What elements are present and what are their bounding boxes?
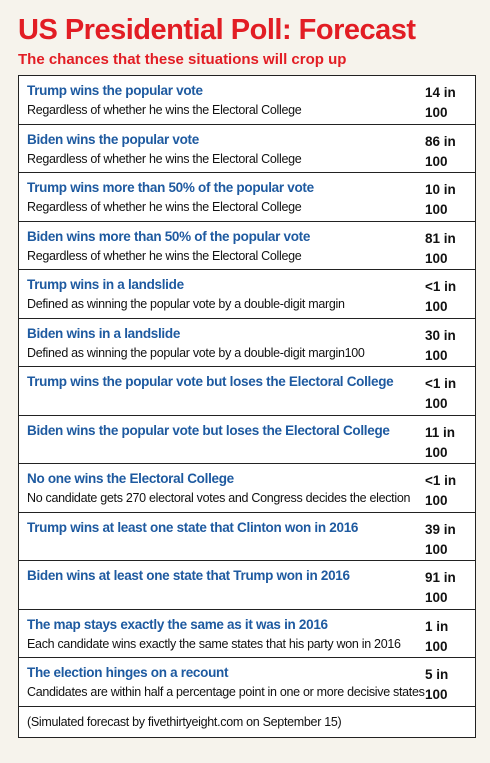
- chance-top: 81 in: [425, 230, 456, 246]
- chance-bottom: 100: [425, 444, 448, 460]
- page-subtitle: The chances that these situations will c…: [18, 51, 347, 68]
- row-chance: 30 in 100: [425, 326, 465, 366]
- chance-top: 86 in: [425, 133, 456, 149]
- chance-bottom: 100: [425, 347, 448, 363]
- row-description: Regardless of whether he wins the Electo…: [27, 200, 302, 214]
- row-chance: 14 in 100: [425, 83, 465, 123]
- row-chance: 81 in 100: [425, 229, 465, 269]
- chance-bottom: 100: [425, 202, 448, 217]
- chance-top: <1 in: [425, 473, 457, 488]
- row-description: Regardless of whether he wins the Electo…: [27, 103, 302, 117]
- row-heading: The map stays exactly the same as it was…: [27, 616, 328, 632]
- row-heading: Biden wins the popular vote: [27, 131, 199, 147]
- row-heading: Trump wins the popular vote: [27, 83, 203, 98]
- table-row: Trump wins more than 50% of the popular …: [19, 173, 475, 222]
- table-row: Biden wins in a landslide Defined as win…: [19, 319, 475, 367]
- row-chance: 5 in 100: [425, 665, 465, 705]
- chance-top: <1 in: [425, 279, 457, 294]
- row-description: Regardless of whether he wins the Electo…: [27, 151, 302, 166]
- row-heading: Trump wins the popular vote but loses th…: [27, 374, 394, 389]
- table-row: Trump wins the popular vote Regardless o…: [19, 76, 475, 125]
- chance-bottom: 100: [425, 299, 448, 314]
- row-heading: Trump wins in a landslide: [27, 277, 184, 292]
- table-row: The election hinges on a recount Candida…: [19, 658, 475, 707]
- table-row: Biden wins at least one state that Trump…: [19, 561, 475, 610]
- chance-top: 1 in: [425, 618, 449, 634]
- row-description: Defined as winning the popular vote by a…: [27, 297, 345, 311]
- row-description: Candidates are within half a percentage …: [27, 685, 425, 699]
- table-row: Biden wins more than 50% of the popular …: [19, 222, 475, 270]
- table-row: Biden wins the popular vote but loses th…: [19, 416, 475, 464]
- row-heading: The election hinges on a recount: [27, 665, 229, 680]
- row-heading: Trump wins at least one state that Clint…: [27, 519, 359, 535]
- chance-bottom: 100: [425, 493, 448, 508]
- chance-top: 91 in: [425, 570, 456, 585]
- row-chance: 1 in 100: [425, 617, 465, 657]
- row-heading: Biden wins the popular vote but loses th…: [27, 422, 390, 438]
- chance-bottom: 100: [425, 687, 448, 702]
- chance-bottom: 100: [425, 541, 448, 557]
- chance-top: 5 in: [425, 667, 449, 682]
- table-row: Trump wins at least one state that Clint…: [19, 513, 475, 561]
- row-chance: 91 in 100: [425, 568, 465, 608]
- page-title: US Presidential Poll: Forecast: [18, 14, 416, 46]
- row-heading: No one wins the Electoral College: [27, 471, 234, 486]
- chance-bottom: 100: [425, 396, 448, 411]
- row-heading: Biden wins at least one state that Trump…: [27, 568, 350, 583]
- forecast-table: Trump wins the popular vote Regardless o…: [18, 75, 476, 738]
- chance-top: 14 in: [425, 85, 456, 100]
- row-chance: <1 in 100: [425, 471, 465, 511]
- table-row: Trump wins the popular vote but loses th…: [19, 367, 475, 416]
- table-row: No one wins the Electoral College No can…: [19, 464, 475, 513]
- row-chance: 10 in 100: [425, 180, 465, 220]
- chance-top: 11 in: [425, 424, 456, 440]
- table-row: Trump wins in a landslide Defined as win…: [19, 270, 475, 319]
- chance-top: 39 in: [425, 521, 456, 537]
- row-heading: Biden wins in a landslide: [27, 325, 181, 341]
- chance-bottom: 100: [425, 105, 448, 120]
- chance-top: 10 in: [425, 182, 456, 197]
- row-heading: Biden wins more than 50% of the popular …: [27, 228, 311, 244]
- row-chance: <1 in 100: [425, 277, 465, 317]
- chance-bottom: 100: [425, 638, 448, 654]
- row-chance: 11 in 100: [425, 423, 465, 463]
- row-chance: <1 in 100: [425, 374, 465, 414]
- row-description: Defined as winning the popular vote by a…: [27, 345, 365, 360]
- row-chance: 39 in 100: [425, 520, 465, 560]
- row-description: No candidate gets 270 electoral votes an…: [27, 491, 411, 505]
- table-row: Biden wins the popular vote Regardless o…: [19, 125, 475, 173]
- chance-bottom: 100: [425, 590, 448, 605]
- chance-bottom: 100: [425, 153, 448, 169]
- row-description: Each candidate wins exactly the same sta…: [27, 636, 401, 651]
- row-description: Regardless of whether he wins the Electo…: [27, 248, 302, 263]
- source-note: (Simulated forecast by fivethirtyeight.c…: [27, 714, 342, 729]
- row-chance: 86 in 100: [425, 132, 465, 172]
- table-row: The map stays exactly the same as it was…: [19, 610, 475, 658]
- chance-bottom: 100: [425, 250, 448, 266]
- chance-top: <1 in: [425, 376, 457, 391]
- row-heading: Trump wins more than 50% of the popular …: [27, 180, 314, 195]
- chance-top: 30 in: [425, 327, 456, 343]
